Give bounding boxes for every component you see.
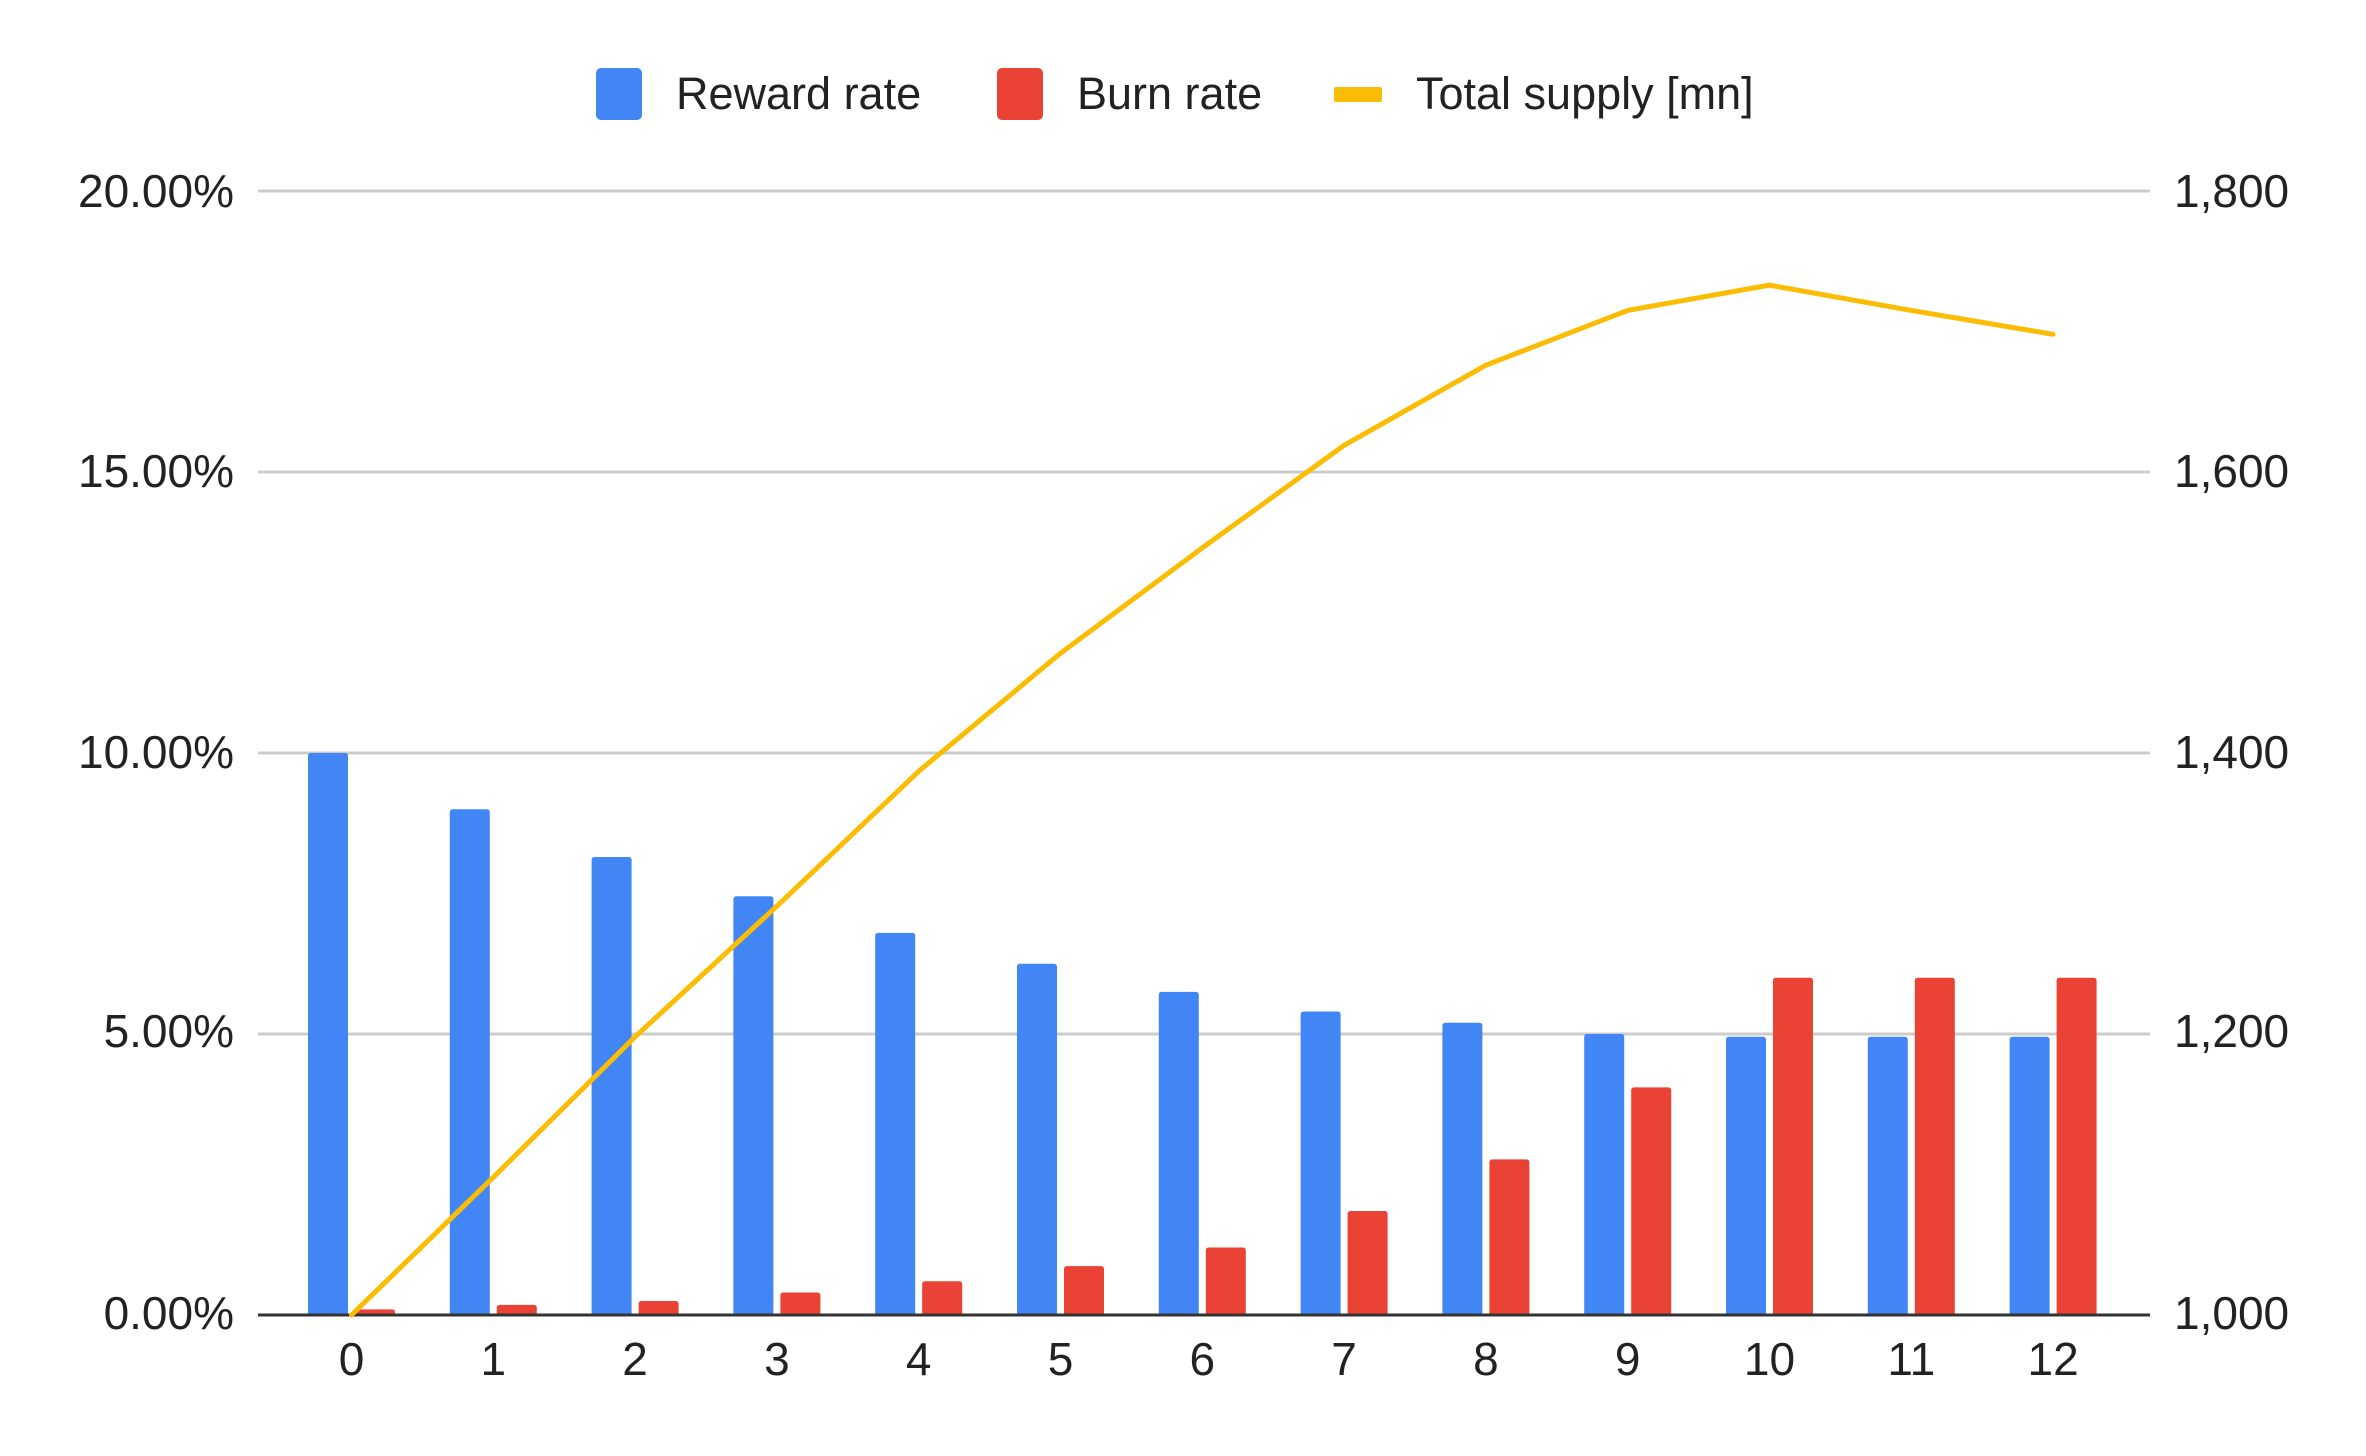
- burn-rate-bar[interactable]: [1205, 1247, 1246, 1315]
- legend-item-reward-rate[interactable]: Reward rate: [596, 64, 921, 124]
- left-axis-tick-10: 10.00%: [77, 726, 234, 778]
- right-axis-tick-1800: 1,800: [2174, 165, 2290, 217]
- burn-rate-bar[interactable]: [780, 1292, 821, 1315]
- x-axis-tick-7: 7: [1331, 1333, 1357, 1385]
- left-axis-tick-5: 5.00%: [103, 1005, 234, 1057]
- legend-label: Total supply [mn]: [1416, 68, 1754, 119]
- x-axis-tick-4: 4: [905, 1333, 932, 1385]
- right-axis-tick-1200: 1,200: [2174, 1005, 2290, 1057]
- x-axis-tick-2: 2: [622, 1333, 648, 1385]
- reward-rate-bar[interactable]: [733, 896, 774, 1315]
- left-axis-tick-15: 15.00%: [77, 445, 234, 497]
- reward-rate-bar[interactable]: [591, 856, 632, 1315]
- x-axis-tick-8: 8: [1473, 1333, 1499, 1385]
- x-axis-tick-12: 12: [2027, 1333, 2079, 1385]
- legend-item-total-supply[interactable]: Total supply [mn]: [1334, 64, 1754, 124]
- burn-rate-bar[interactable]: [1064, 1266, 1104, 1315]
- reward-rate-bar[interactable]: [1300, 1011, 1341, 1315]
- reward-rate-bar[interactable]: [875, 932, 916, 1315]
- burn-rate-bar[interactable]: [496, 1304, 537, 1315]
- burn-rate-bar[interactable]: [1914, 977, 1955, 1315]
- x-axis-tick-3: 3: [764, 1333, 790, 1385]
- legend-item-burn-rate[interactable]: Burn rate: [997, 64, 1262, 124]
- x-axis-tick-5: 5: [1047, 1333, 1074, 1385]
- reward-rate-bar[interactable]: [1442, 1022, 1483, 1315]
- burn-rate-bar[interactable]: [2056, 977, 2097, 1315]
- right-axis-tick-1400: 1,400: [2174, 726, 2290, 778]
- burn-rate-swatch-icon: [997, 68, 1043, 120]
- reward-rate-bar[interactable]: [1017, 963, 1057, 1315]
- reward-rate-bar[interactable]: [1584, 1034, 1625, 1315]
- left-axis-tick-20: 20.00%: [77, 165, 234, 217]
- legend-label: Burn rate: [1077, 68, 1263, 119]
- legend-label: Reward rate: [676, 68, 922, 119]
- left-axis-tick-0: 0.00%: [103, 1287, 234, 1339]
- total-supply-line-swatch-icon: [1334, 86, 1382, 102]
- reward-rate-bar[interactable]: [308, 753, 348, 1315]
- chart-legend: Reward rate Burn rate Total supply [mn]: [0, 64, 2366, 124]
- total-supply-line[interactable]: [349, 282, 2056, 1318]
- reward-rate-swatch-icon: [596, 68, 642, 120]
- x-axis-tick-9: 9: [1614, 1333, 1641, 1385]
- burn-rate-bar[interactable]: [922, 1281, 963, 1315]
- x-axis-tick-10: 10: [1743, 1333, 1796, 1385]
- reward-rate-bar[interactable]: [1726, 1036, 1766, 1315]
- x-axis-tick-11: 11: [1887, 1333, 1936, 1385]
- burn-rate-bar[interactable]: [1347, 1211, 1388, 1315]
- reward-rate-bar[interactable]: [449, 809, 490, 1315]
- right-axis-tick-1000: 1,000: [2174, 1287, 2290, 1339]
- reward-rate-bar[interactable]: [2009, 1036, 2050, 1315]
- x-axis-tick-0: 0: [338, 1333, 365, 1385]
- reward-rate-bar[interactable]: [1867, 1036, 1908, 1315]
- burn-rate-bar[interactable]: [1773, 977, 1813, 1315]
- burn-rate-bar[interactable]: [638, 1300, 679, 1315]
- reward-rate-bar[interactable]: [1158, 991, 1199, 1315]
- right-axis-tick-1600: 1,600: [2174, 445, 2290, 497]
- x-axis-tick-1: 1: [480, 1333, 507, 1385]
- burn-rate-bar[interactable]: [1631, 1087, 1672, 1315]
- x-axis-tick-6: 6: [1189, 1333, 1216, 1385]
- burn-rate-bar[interactable]: [1489, 1159, 1530, 1315]
